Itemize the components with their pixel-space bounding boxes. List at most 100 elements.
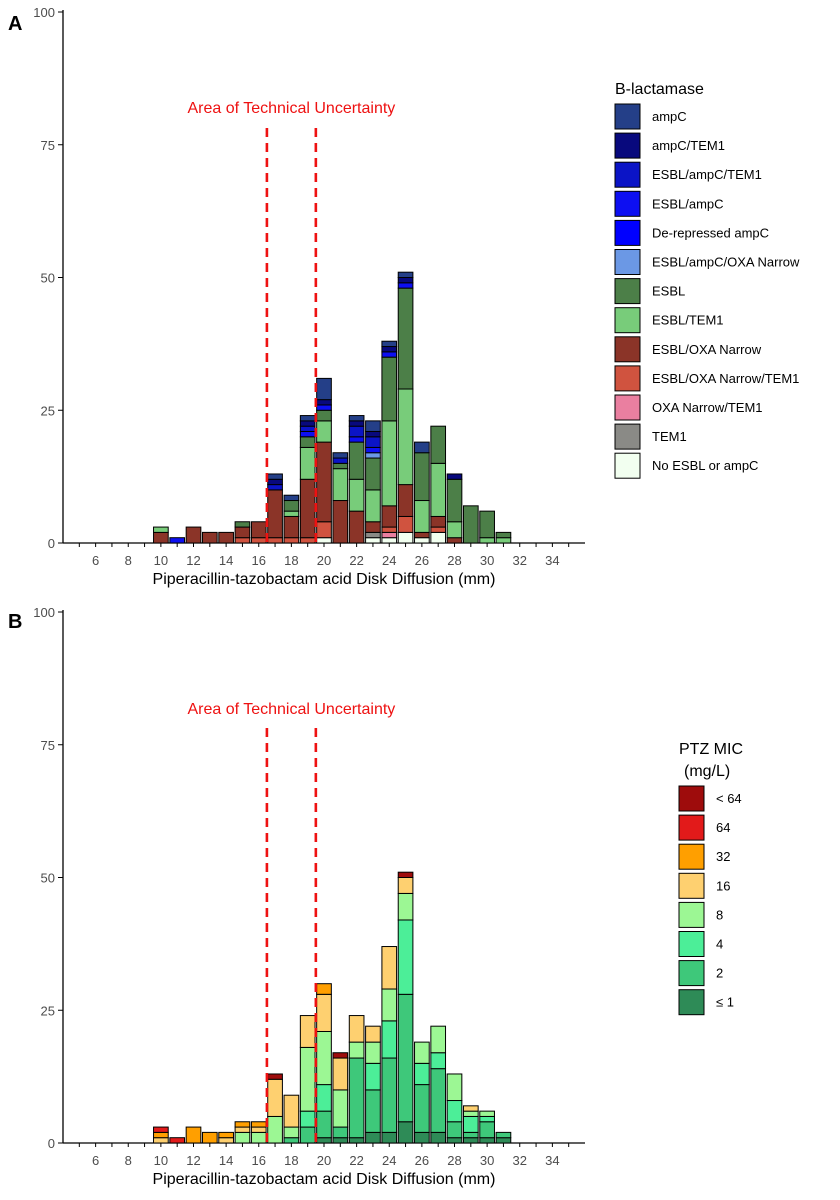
bar-segment (381, 537, 398, 544)
y-tick-label: 0 (48, 536, 55, 551)
bar-segment (430, 462, 447, 517)
bar-segment (234, 1131, 251, 1144)
bar-segment (332, 452, 349, 459)
bar-segment (446, 1100, 463, 1123)
bar-segment (365, 430, 381, 438)
bar-segment (446, 1121, 463, 1139)
legend-label: ESBL/OXA Narrow (652, 342, 762, 357)
bar-segment (462, 1110, 479, 1117)
bar-segment (430, 425, 447, 464)
bar-segment (397, 271, 414, 279)
legend-title: (mg/L) (684, 763, 730, 780)
bar-segment (332, 1057, 349, 1091)
x-tick-label: 34 (545, 1153, 559, 1168)
bar-segment (299, 1015, 316, 1048)
bar-segment (397, 277, 414, 284)
bar-segment (446, 521, 463, 539)
bar-segment (316, 993, 332, 1032)
bar-segment (169, 1137, 186, 1144)
legend-swatch (614, 278, 641, 305)
annotation-text: Area of Technical Uncertainty (187, 100, 395, 117)
legend-swatch (614, 452, 641, 479)
y-tick-label: 25 (41, 403, 55, 418)
bar-segment (365, 1062, 381, 1091)
bar-segment (446, 473, 463, 480)
bar-segment (365, 1025, 381, 1043)
x-tick-label: 22 (349, 553, 363, 568)
bar-segment (414, 441, 430, 454)
bar-segment (169, 537, 186, 544)
legend-swatch (614, 394, 641, 421)
bar-segment (218, 1131, 234, 1139)
legend: PTZ MIC (mg/L) < 64 64 32 16 8 4 2 ≤ 1 (678, 741, 743, 1016)
bar-segment (153, 1137, 169, 1144)
bar-segment (299, 436, 316, 448)
bar-segment (250, 1131, 267, 1144)
annotation-text: Area of Technical Uncertainty (187, 701, 395, 718)
x-tick-label: 30 (480, 1153, 494, 1168)
x-tick-label: 26 (415, 553, 429, 568)
y-tick-label: 75 (41, 738, 55, 753)
bar-segment (332, 1052, 349, 1059)
panel-label: A (8, 13, 22, 35)
bar-segment (397, 993, 414, 1123)
bar-segment (381, 988, 398, 1022)
legend-swatch (678, 960, 705, 987)
bar-segment (299, 425, 316, 432)
bar-segment (316, 1030, 332, 1086)
x-axis-label: Piperacillin-tazobactam acid Disk Diffus… (153, 1171, 496, 1188)
bar-segment (348, 1015, 365, 1043)
bar-segment (495, 531, 512, 539)
bar-segment (267, 1115, 283, 1144)
bar-segment (381, 1020, 398, 1059)
legend-label: ampC/TEM1 (652, 138, 725, 153)
bar-segment (316, 1137, 332, 1144)
bar-segment (234, 521, 251, 528)
bar-segment (365, 521, 381, 533)
bar-segment (283, 500, 300, 512)
legend-swatch (614, 219, 641, 246)
legend-swatch (614, 336, 641, 363)
x-tick-label: 10 (154, 1153, 168, 1168)
bar-segment (446, 537, 463, 544)
x-tick-label: 14 (219, 1153, 233, 1168)
x-tick-label: 16 (252, 553, 266, 568)
bar-segment (185, 1126, 202, 1144)
legend-label: 16 (716, 878, 730, 893)
x-tick-label: 28 (447, 553, 461, 568)
bar-segment (348, 415, 365, 422)
y-tick-label: 0 (48, 1136, 55, 1151)
panel-label: B (8, 611, 22, 633)
bar-segment (250, 1121, 267, 1128)
bar-segment (283, 510, 300, 517)
bar-segment (381, 505, 398, 528)
bar-segment (430, 531, 447, 544)
y-tick-label: 50 (41, 271, 55, 286)
bar-segment (332, 1089, 349, 1128)
x-tick-label: 30 (480, 553, 494, 568)
bar-segment (397, 388, 414, 486)
bar-segment (267, 478, 283, 486)
x-tick-label: 24 (382, 1153, 396, 1168)
legend-label: ESBL/ampC (652, 196, 724, 211)
bar-segment (381, 351, 398, 358)
legend-label: 4 (716, 937, 723, 952)
bar-segment (332, 462, 349, 470)
bar-segment (365, 452, 381, 459)
legend-label: No ESBL or ampC (652, 458, 758, 473)
bar-segment (397, 877, 414, 894)
bar-segment (348, 441, 365, 480)
bar-segment (495, 1137, 512, 1144)
bar-segment (283, 1094, 300, 1128)
bar-segment (381, 346, 398, 353)
legend-swatch (678, 989, 705, 1016)
bar-segment (283, 1137, 300, 1144)
bar-segment (348, 510, 365, 544)
legend-label: ESBL/TEM1 (652, 313, 724, 328)
bar-segment (316, 1110, 332, 1139)
legend-swatch (678, 785, 705, 812)
x-tick-label: 12 (186, 553, 200, 568)
legend-swatch (678, 814, 705, 841)
legend-label: ESBL/OXA Narrow/TEM1 (652, 371, 799, 386)
